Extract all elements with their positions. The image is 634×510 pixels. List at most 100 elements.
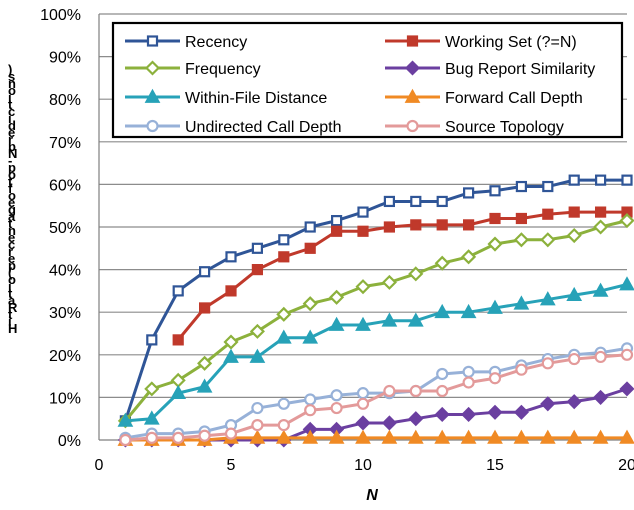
legend-label: Source Topology — [445, 119, 564, 136]
data-point — [436, 219, 448, 231]
y-tick-label: 60% — [49, 177, 81, 194]
data-point — [172, 431, 185, 444]
data-point — [409, 384, 422, 398]
data-point — [328, 429, 345, 444]
y-axis-title-char: e — [8, 251, 15, 266]
data-point — [566, 394, 582, 410]
data-point — [434, 303, 451, 319]
data-point — [249, 348, 266, 363]
y-axis-title-char: g — [8, 202, 16, 217]
data-point — [461, 406, 477, 422]
data-point — [170, 384, 187, 400]
data-point — [436, 195, 448, 208]
legend-entry: Bug Report Similarity — [385, 60, 595, 78]
data-point — [117, 412, 134, 427]
data-point — [383, 221, 395, 233]
y-axis-title-char: t — [8, 97, 13, 112]
data-point — [331, 215, 343, 227]
data-point — [408, 411, 424, 427]
data-point — [540, 396, 556, 412]
data-point — [249, 323, 265, 339]
data-point — [460, 429, 477, 444]
y-axis-title-char: i — [8, 90, 12, 105]
legend-entry: Recency — [125, 34, 247, 51]
data-point — [302, 296, 318, 312]
data-point — [487, 404, 503, 420]
data-point — [330, 389, 343, 402]
y-axis-title-char: e — [8, 125, 15, 140]
data-point — [566, 286, 583, 302]
legend-entry: Source Topology — [385, 119, 564, 136]
legend-label: Working Set (?=N) — [445, 34, 577, 51]
data-point — [356, 387, 370, 400]
y-axis-title-char: r — [8, 244, 13, 259]
data-point — [145, 431, 158, 444]
data-point — [223, 348, 239, 363]
legend-label: Frequency — [185, 61, 261, 78]
data-point — [355, 415, 371, 431]
data-point — [197, 355, 213, 371]
data-point — [540, 232, 556, 248]
data-point — [251, 401, 264, 415]
x-tick-label: 10 — [354, 457, 372, 474]
y-tick-label: 20% — [49, 348, 81, 365]
data-point — [199, 302, 211, 314]
data-point — [381, 415, 397, 431]
data-point — [539, 291, 556, 306]
data-point — [251, 418, 264, 432]
data-point — [513, 429, 530, 444]
data-point — [223, 334, 239, 350]
data-point — [199, 266, 211, 278]
data-point — [541, 357, 554, 370]
series-working-set-n — [172, 206, 633, 346]
data-point — [357, 225, 369, 237]
data-point — [329, 289, 345, 305]
data-point — [225, 285, 237, 297]
data-point — [119, 433, 132, 447]
data-point — [489, 212, 501, 225]
y-tick-label: 100% — [40, 7, 81, 24]
data-point — [592, 282, 609, 297]
data-point — [593, 389, 609, 405]
data-point — [542, 180, 554, 193]
data-point — [619, 429, 634, 444]
data-point — [304, 404, 317, 417]
legend-label: Within-File Distance — [185, 90, 327, 107]
data-point — [249, 429, 266, 444]
y-axis-title-char: o — [8, 83, 16, 98]
data-point — [488, 372, 502, 385]
legend-entry: Forward Call Depth — [385, 88, 583, 107]
data-point — [198, 429, 211, 442]
data-point — [592, 429, 609, 444]
data-point — [463, 187, 475, 199]
y-axis-title-char: N — [8, 146, 17, 161]
series-forward-call-depth — [117, 429, 634, 446]
data-point — [487, 299, 503, 314]
data-point — [513, 295, 530, 310]
data-point — [594, 174, 607, 186]
y-axis-title-char: o — [8, 167, 16, 182]
x-tick-label: 5 — [227, 457, 236, 474]
y-axis-title-char: c — [8, 237, 15, 252]
data-point — [434, 429, 451, 444]
data-point — [489, 185, 501, 197]
data-point — [251, 242, 263, 254]
y-tick-label: 50% — [49, 220, 81, 237]
data-point — [407, 312, 424, 327]
y-tick-label: 30% — [49, 305, 81, 322]
x-tick-label: 20 — [618, 457, 634, 474]
data-point — [146, 334, 158, 346]
legend-marker — [404, 88, 421, 103]
y-axis-title-char: i — [8, 111, 12, 126]
x-tick-labels: 0 5 10 15 20 — [95, 457, 634, 474]
y-axis-title-char: o — [8, 272, 16, 287]
y-axis-title-char: H — [8, 321, 17, 336]
legend-marker — [146, 119, 159, 133]
data-point — [410, 219, 422, 231]
data-point — [383, 195, 395, 208]
y-axis-title-char: p — [8, 139, 16, 154]
y-axis-title-char: r — [8, 132, 13, 147]
data-point — [436, 384, 449, 398]
data-point — [463, 219, 475, 231]
